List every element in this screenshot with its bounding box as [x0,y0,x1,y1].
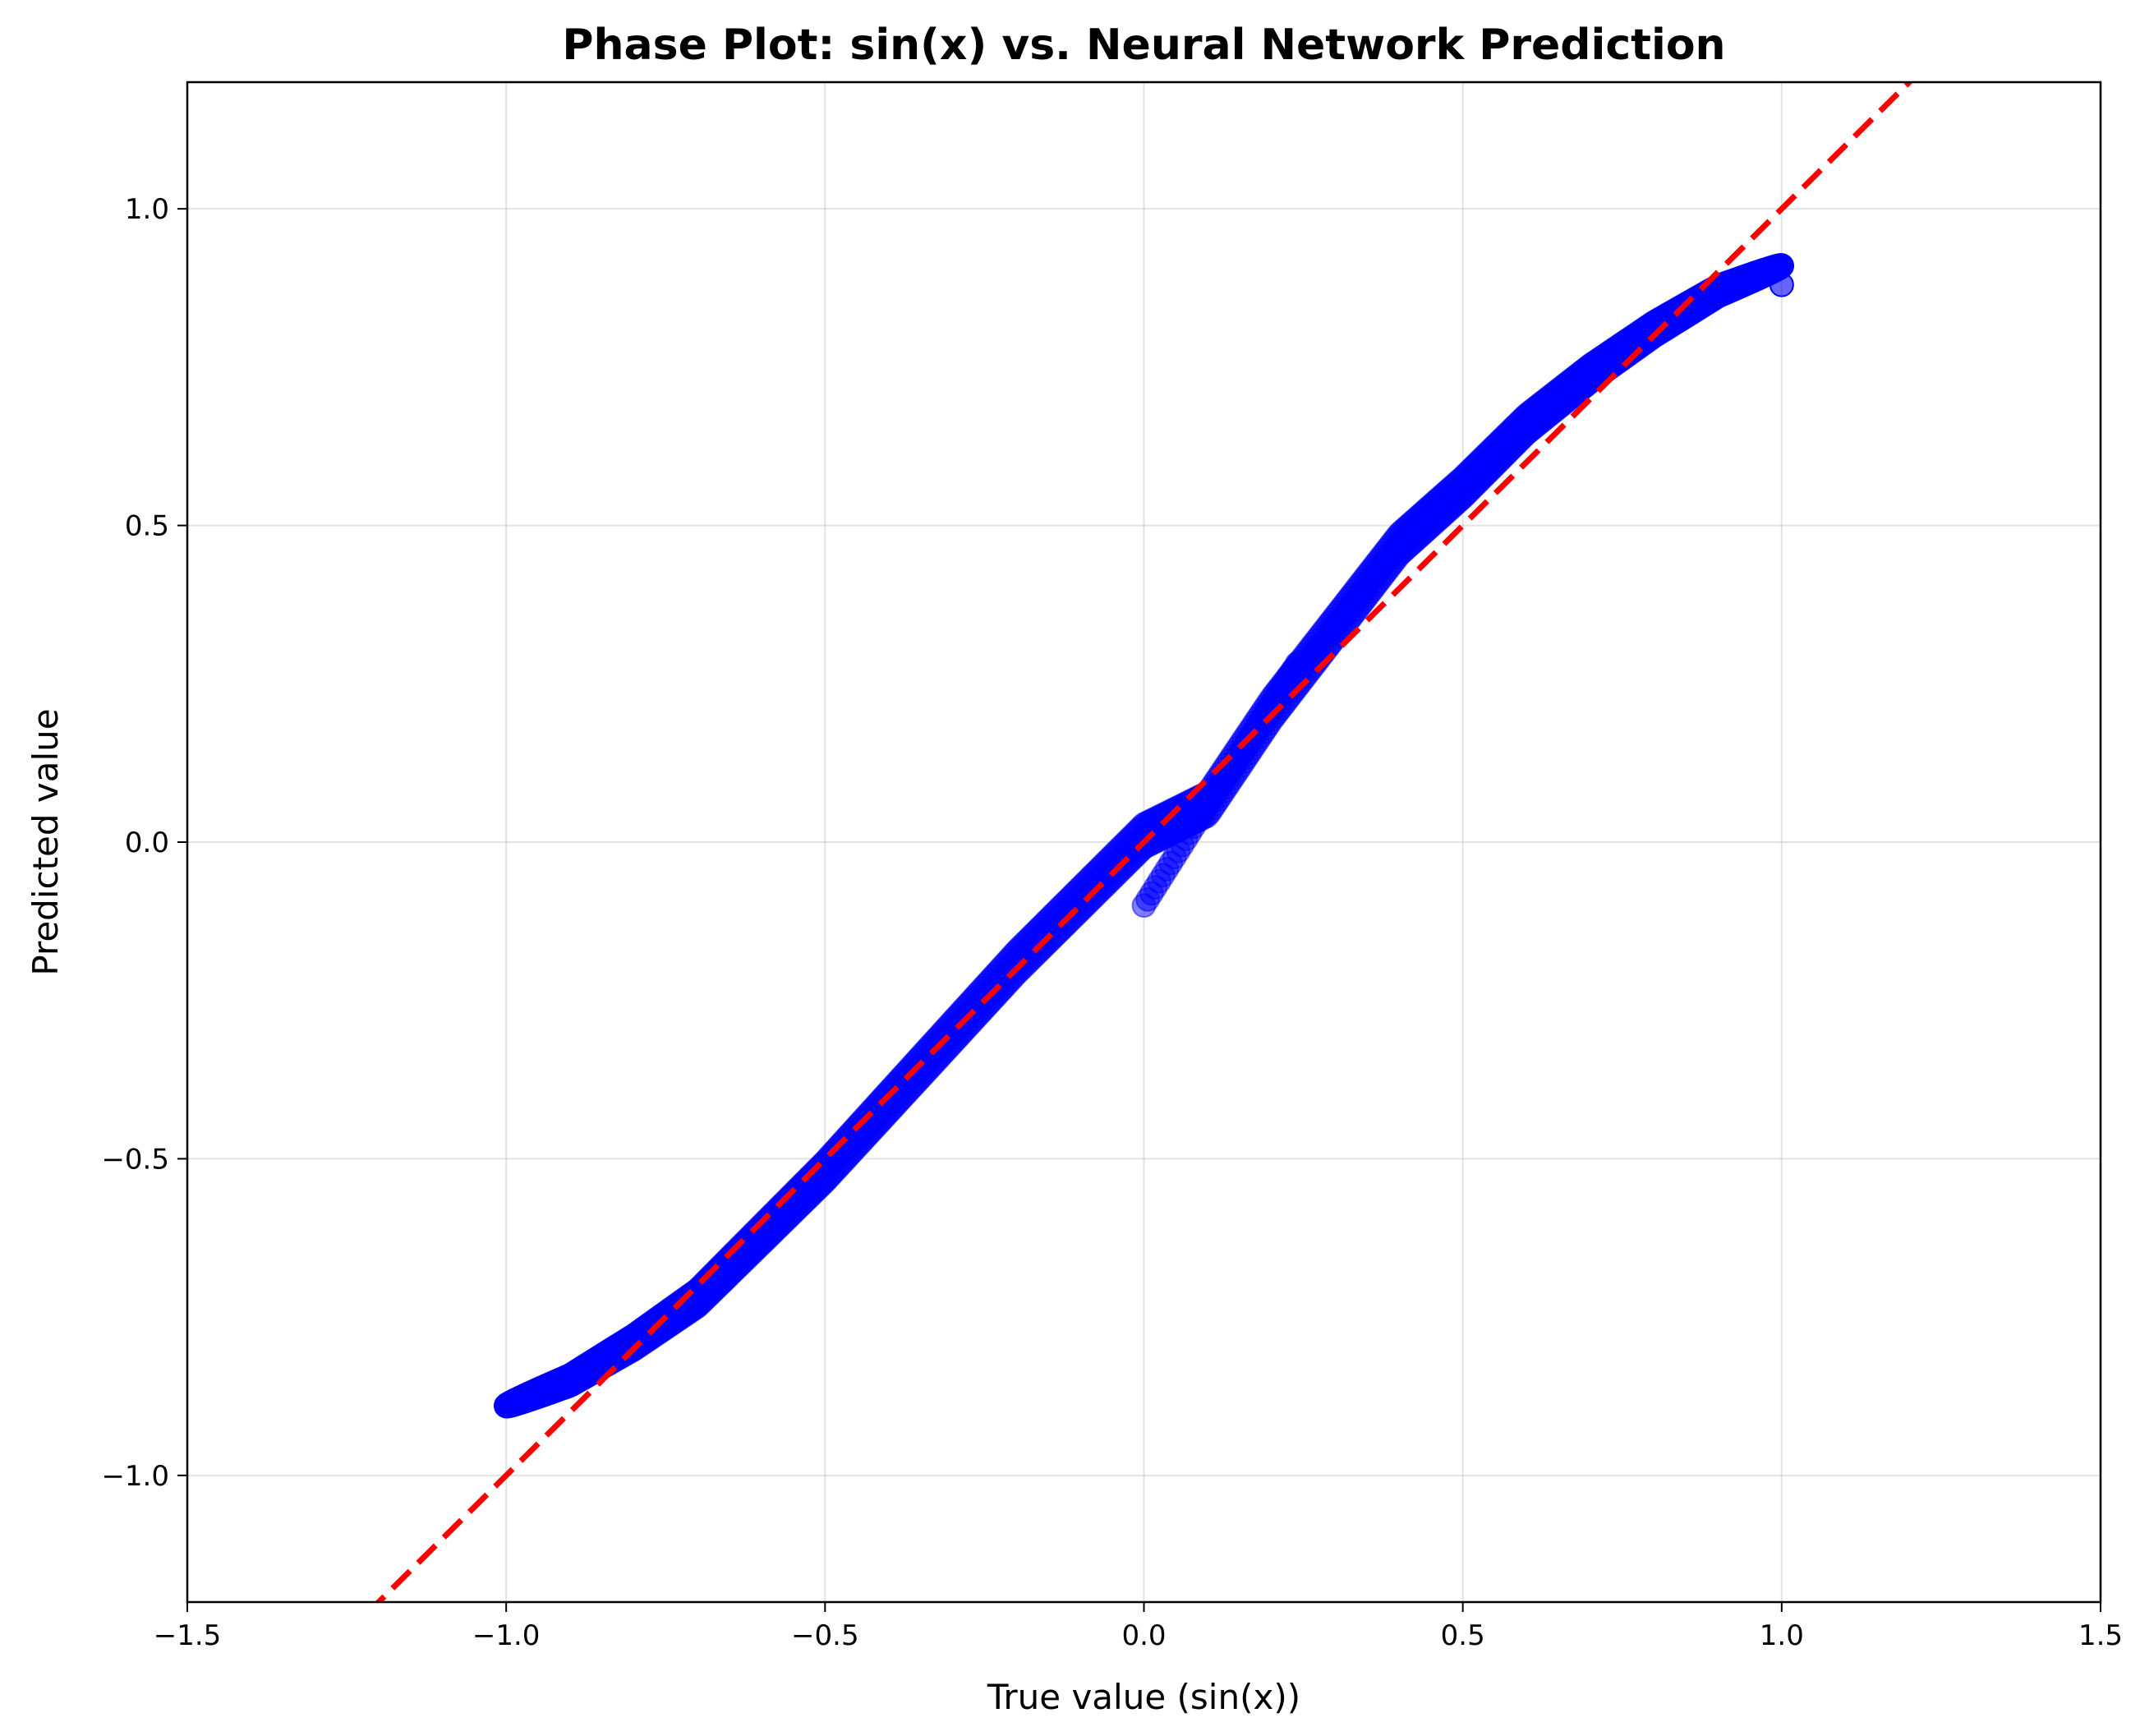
y-tick-label: 1.0 [125,193,169,226]
y-tick-label: 0.0 [125,827,169,859]
x-tick-label: 0.0 [1121,1619,1166,1652]
scatter-point [1284,651,1309,676]
x-tick-label: 0.5 [1441,1619,1485,1652]
y-tick-label: 0.5 [125,510,169,543]
y-tick-label: −0.5 [101,1143,169,1176]
chart-title: Phase Plot: sin(x) vs. Neural Network Pr… [562,21,1725,70]
x-tick-label: −1.5 [154,1619,222,1652]
x-tick-label: 1.0 [1760,1619,1804,1652]
x-tick-label: −1.0 [472,1619,541,1652]
x-tick-label: −0.5 [791,1619,859,1652]
y-tick-label: −1.0 [101,1460,169,1493]
x-axis-label: True value (sin(x)) [987,1677,1300,1717]
grid [186,82,2101,1602]
y-axis-label: Predicted value [25,708,66,975]
axis-ticks: −1.5 −1.0 −0.5 0.0 0.5 1.0 1.5 −1.0 −0.5 0.0 0.5 1.… [101,193,2123,1652]
identity-line [374,82,1914,1602]
scatter-point [1769,272,1794,297]
x-tick-label: 1.5 [2078,1619,2123,1652]
reference-line [374,82,1914,1602]
